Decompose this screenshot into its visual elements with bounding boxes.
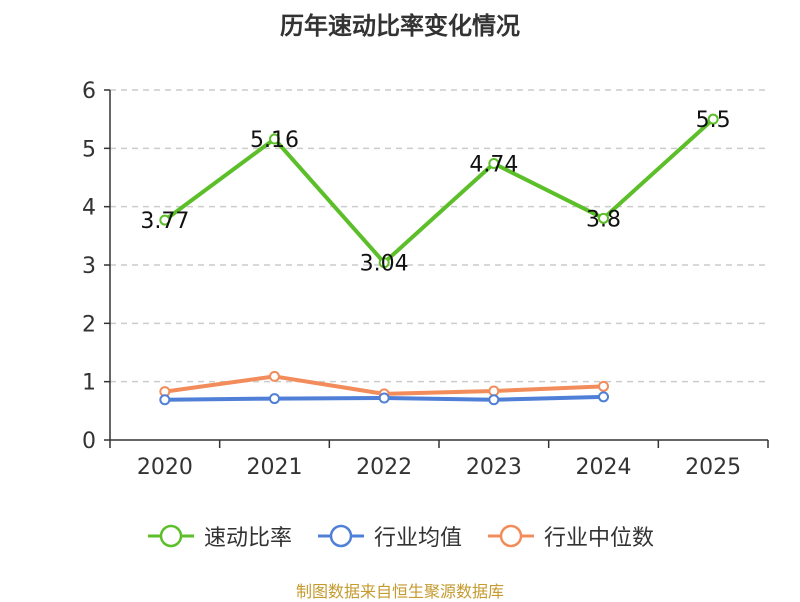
legend-label: 速动比率	[203, 526, 292, 551]
data-point	[598, 212, 609, 224]
data-point	[488, 158, 500, 169]
x-tick-label: 2020	[137, 455, 193, 480]
legend-marker-icon	[488, 524, 534, 548]
series-line	[162, 117, 716, 265]
grid-lines	[110, 89, 768, 383]
data-point	[159, 214, 171, 226]
data-label: 5.5	[696, 108, 731, 133]
y-tick-label: 4	[82, 196, 96, 221]
x-tick-label: 2025	[685, 455, 741, 480]
series-lines	[159, 113, 719, 406]
data-labels: 3.77 5.16 3.04 4.74 3.8 5.5	[140, 108, 731, 277]
y-tick-label: 1	[82, 371, 96, 396]
data-point	[159, 394, 171, 406]
data-label: 4.74	[469, 153, 518, 178]
legend-label: 行业均值	[373, 526, 462, 551]
legend-marker-icon	[317, 524, 364, 548]
data-point	[378, 257, 390, 269]
legend-item[interactable]: 行业均值	[316, 520, 462, 552]
data-point	[707, 113, 719, 125]
chart-title: 历年速动比率变化情况	[280, 12, 520, 40]
data-point	[269, 370, 280, 382]
source-note: 制图数据来自恒生聚源数据库	[295, 582, 504, 601]
legend-marker-icon	[147, 524, 194, 548]
x-tick-label: 2022	[356, 455, 412, 480]
data-label: 3.77	[140, 209, 189, 234]
x-tick-label: 2024	[576, 455, 632, 480]
legend-label: 行业中位数	[544, 526, 655, 551]
legend-item[interactable]: 行业中位数	[486, 520, 654, 552]
data-point	[598, 391, 609, 403]
data-point	[269, 133, 280, 145]
legend-item[interactable]: 速动比率	[146, 520, 292, 552]
x-tick-label: 2021	[247, 455, 303, 480]
x-tick-label: 2023	[466, 455, 522, 480]
y-tick-label: 3	[82, 254, 96, 279]
data-point	[378, 392, 390, 404]
data-label: 3.8	[586, 207, 621, 232]
legend: 速动比率 行业均值 行业中位数	[0, 520, 800, 552]
y-tick-label: 2	[82, 312, 96, 337]
y-tick-label: 6	[82, 79, 96, 104]
y-tick-label: 0	[82, 429, 96, 454]
data-label: 3.04	[360, 252, 409, 277]
data-point	[598, 380, 609, 392]
data-label: 5.16	[250, 128, 299, 153]
data-point	[488, 394, 500, 406]
axes: 0 1 2 3 4 5 6 2020 2021 2022 2023 2024 2025	[82, 79, 769, 480]
data-point	[269, 393, 280, 405]
data-point	[488, 385, 500, 397]
y-tick-label: 5	[82, 137, 96, 162]
